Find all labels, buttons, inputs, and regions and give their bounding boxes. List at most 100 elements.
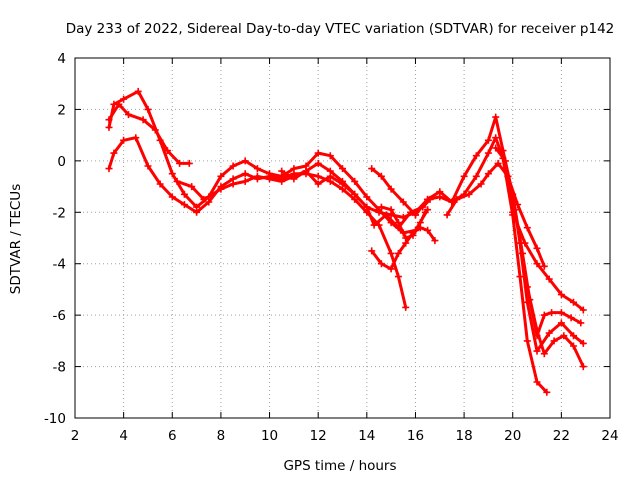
plot-frame bbox=[74, 57, 611, 419]
data-point bbox=[545, 275, 553, 283]
data-point bbox=[492, 144, 500, 152]
data-point bbox=[424, 226, 432, 234]
x-tick-label: 20 bbox=[504, 428, 521, 444]
data-point bbox=[399, 213, 407, 221]
x-tick-label: 14 bbox=[358, 428, 375, 444]
data-point bbox=[200, 195, 208, 203]
data-point bbox=[363, 193, 371, 201]
data-point bbox=[370, 221, 378, 229]
series-track-6 bbox=[377, 203, 429, 242]
data-point bbox=[540, 262, 548, 270]
x-tick-label: 10 bbox=[261, 428, 278, 444]
data-point bbox=[501, 157, 509, 165]
data-point bbox=[105, 165, 113, 173]
data-point bbox=[484, 149, 492, 157]
data-point bbox=[377, 172, 385, 180]
data-point bbox=[472, 152, 480, 160]
series-line bbox=[175, 161, 432, 230]
data-point bbox=[176, 159, 184, 167]
data-point bbox=[519, 249, 526, 257]
series-track-12 bbox=[523, 283, 587, 371]
data-point bbox=[144, 105, 152, 113]
data-point bbox=[326, 172, 334, 180]
data-point bbox=[431, 237, 439, 245]
data-point bbox=[540, 350, 548, 358]
data-point bbox=[326, 152, 334, 160]
data-point bbox=[105, 123, 113, 131]
data-point bbox=[402, 234, 410, 242]
y-tick-label: 4 bbox=[57, 51, 66, 67]
data-point bbox=[421, 208, 429, 216]
data-point bbox=[110, 149, 118, 157]
data-point bbox=[394, 219, 402, 227]
data-point bbox=[570, 342, 577, 350]
data-point bbox=[516, 273, 524, 281]
data-point bbox=[509, 208, 517, 216]
data-point bbox=[504, 172, 512, 180]
data-point bbox=[412, 211, 419, 219]
data-point bbox=[484, 170, 492, 178]
data-point bbox=[151, 126, 159, 134]
data-point bbox=[557, 319, 565, 327]
data-series bbox=[105, 87, 587, 396]
data-point bbox=[579, 363, 587, 371]
data-point bbox=[570, 332, 577, 340]
x-axis-label: GPS time / hours bbox=[283, 458, 396, 474]
data-point bbox=[499, 147, 507, 155]
data-point bbox=[460, 172, 468, 180]
x-tick-label: 18 bbox=[455, 428, 472, 444]
data-point bbox=[533, 378, 541, 386]
data-point bbox=[217, 172, 225, 180]
data-point bbox=[523, 337, 531, 345]
data-point bbox=[394, 273, 402, 281]
data-point bbox=[339, 165, 346, 173]
data-point bbox=[567, 314, 575, 322]
data-point bbox=[387, 265, 395, 273]
data-point bbox=[205, 198, 213, 206]
data-point bbox=[545, 329, 553, 337]
data-point bbox=[351, 177, 359, 185]
data-point bbox=[557, 309, 565, 317]
data-point bbox=[314, 172, 322, 180]
series-track-13 bbox=[368, 165, 419, 219]
data-point bbox=[168, 193, 176, 201]
series-line bbox=[107, 89, 430, 235]
data-point bbox=[229, 162, 237, 170]
data-point bbox=[533, 260, 541, 268]
series-line bbox=[107, 136, 408, 309]
data-point bbox=[514, 201, 522, 209]
data-point bbox=[105, 116, 113, 124]
series-line bbox=[107, 102, 191, 165]
series-track-10 bbox=[492, 144, 587, 314]
y-tick-label: -6 bbox=[53, 308, 66, 324]
data-point bbox=[387, 249, 395, 257]
x-tick-label: 22 bbox=[553, 428, 570, 444]
data-point bbox=[492, 113, 500, 121]
data-point bbox=[363, 203, 371, 211]
series-track-4 bbox=[173, 159, 434, 232]
data-point bbox=[339, 180, 346, 188]
data-point bbox=[351, 190, 359, 198]
data-point bbox=[453, 195, 461, 203]
data-point bbox=[134, 87, 142, 95]
x-tick-label: 24 bbox=[601, 428, 618, 444]
data-point bbox=[523, 224, 531, 232]
data-point bbox=[173, 177, 181, 185]
data-point bbox=[120, 136, 128, 144]
data-point bbox=[533, 327, 541, 335]
data-point bbox=[557, 291, 565, 299]
data-point bbox=[579, 306, 587, 314]
data-point bbox=[387, 185, 395, 193]
y-tick-label: 2 bbox=[57, 102, 66, 118]
data-point bbox=[387, 211, 395, 219]
x-tick-label: 2 bbox=[71, 428, 80, 444]
data-point bbox=[132, 134, 140, 142]
data-point bbox=[314, 159, 322, 167]
data-point bbox=[377, 260, 385, 268]
chart-title: Day 233 of 2022, Sidereal Day-to-day VTE… bbox=[66, 21, 615, 37]
data-point bbox=[314, 149, 322, 157]
data-point bbox=[394, 249, 402, 257]
data-point bbox=[180, 190, 188, 198]
y-tick-label: -10 bbox=[44, 411, 66, 427]
